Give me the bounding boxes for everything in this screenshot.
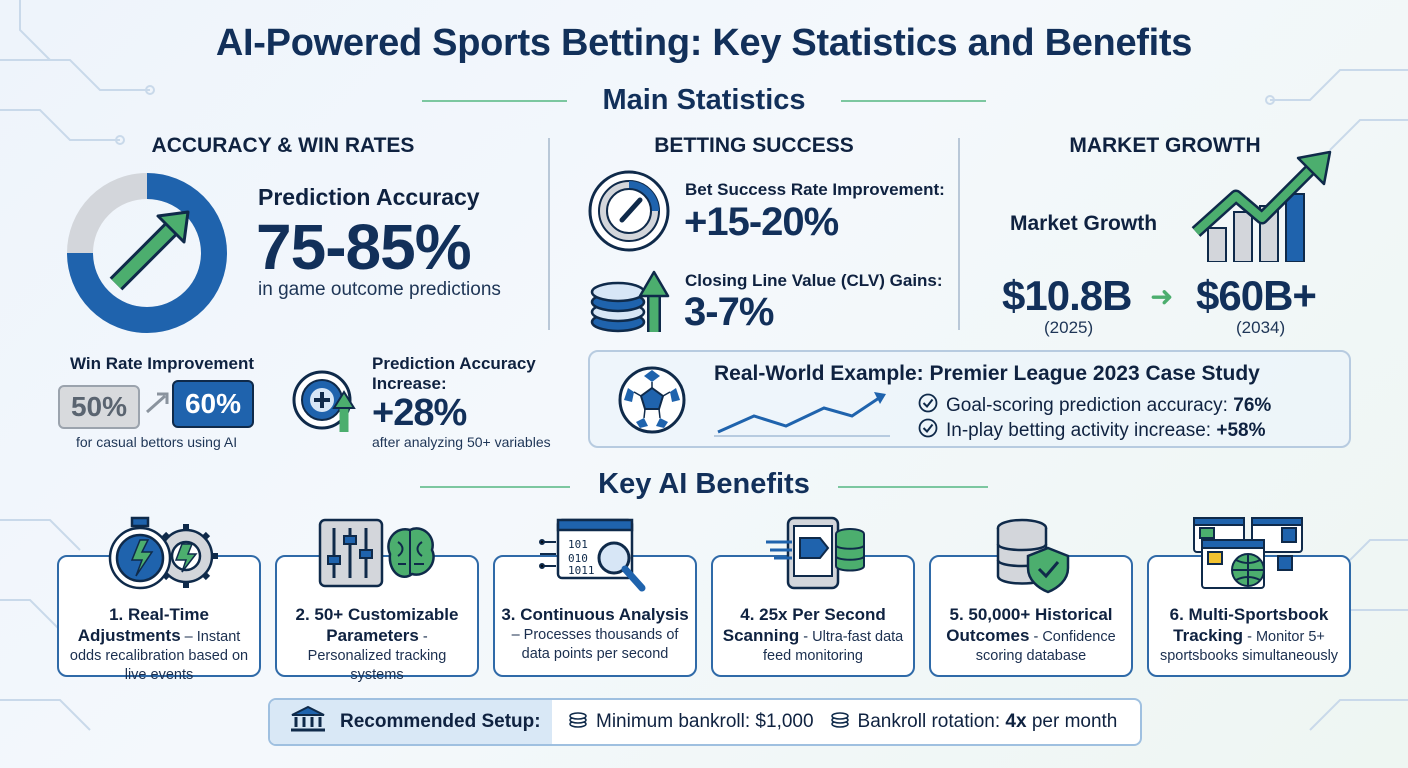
market-growth-heading: MARKET GROWTH [1069,134,1261,157]
benefit-title: 5. 50,000+ Historical Outcomes [946,605,1113,645]
main-statistics-heading: Main Statistics [602,84,806,116]
section-divider [838,486,988,488]
win-rate-from-badge: 50% [58,385,140,429]
section-divider [420,486,570,488]
rotation-value: 4x [1005,711,1027,732]
accuracy-target-icon [292,370,356,432]
market-from-value: $10.8B [1002,272,1132,319]
accuracy-increase-sub: after analyzing 50+ variables [372,434,551,450]
case-study-box [588,350,1351,448]
svg-text:1011: 1011 [568,564,595,577]
accuracy-heading: ACCURACY & WIN RATES [151,134,415,157]
accuracy-increase-label-line2: Increase: [372,374,447,393]
benefit-desc: – Processes thousands of data points per… [511,627,679,662]
win-rate-label: Win Rate Improvement [70,354,255,373]
bet-success-value: +15-20% [684,200,839,244]
benefit-desc: - Confidence scoring database [975,629,1116,664]
prediction-accuracy-value: 75-85% [256,211,472,283]
inplay-increase-text: In-play betting activity increase: [946,420,1217,441]
setup-label-cell: Recommended Setup: [270,700,552,744]
bank-building-icon [288,705,328,739]
benefit-title: 2. 50+ Customizable Parameters [295,605,459,645]
benefit-title: 1. Real-Time Adjustments [77,605,209,645]
min-bankroll-text: Minimum bankroll: $1,000 [596,711,814,732]
market-growth-label: Market Growth [1010,212,1158,235]
rotation-suffix: per month [1026,711,1118,732]
benefit-desc: - Personalized tracking systems [307,629,447,683]
trend-up-arrow-icon [109,210,190,291]
goal-accuracy-text: Goal-scoring prediction accuracy: [946,395,1234,416]
case-study-item-goal-accuracy: Goal-scoring prediction accuracy: 76% [918,393,1271,419]
market-to-year: (2034) [1236,318,1286,337]
check-circle-icon [918,418,938,444]
market-from-year: (2025) [1044,318,1094,337]
soccer-ball-icon [618,366,686,434]
stopwatch-gear-icon [108,516,218,590]
rotation-prefix: Bankroll rotation: [857,711,1006,732]
section-divider [422,100,567,102]
coin-stack-icon [830,710,850,734]
win-rate-to-badge: 60% [172,380,254,428]
case-study-item-inplay-increase: In-play betting activity increase: +58% [918,418,1265,444]
column-divider [548,138,550,330]
prediction-accuracy-label: Prediction Accuracy [258,184,480,210]
win-rate-sub: for casual bettors using AI [76,434,238,450]
accuracy-increase-label: Prediction Accuracy Increase: [372,354,536,394]
database-shield-icon [996,518,1070,594]
prediction-accuracy-sub: in game outcome predictions [258,279,501,300]
benefit-title: 4. 25x Per Second Scanning [722,605,886,645]
recommended-setup-bar: Recommended Setup: Minimum bankroll: $1,… [268,698,1142,746]
case-study-trend-line [714,392,890,437]
gauge-icon [588,170,670,252]
benefit-desc: - Ultra-fast data feed monitoring [763,629,904,664]
multi-sportsbook-icon [1193,517,1303,589]
benefit-desc: – Instant odds recalibration based on li… [69,629,249,683]
benefit-title: 6. Multi-Sportsbook Tracking [1169,605,1329,645]
svg-text:101: 101 [568,538,588,551]
inplay-increase-value: +58% [1216,420,1266,441]
clv-label: Closing Line Value (CLV) Gains: [685,271,943,290]
coin-stack-icon [568,710,588,734]
setup-bankroll-rotation: Bankroll rotation: 4x per month [830,710,1118,734]
benefit-desc: - Monitor 5+ sportsbooks simultaneously [1159,629,1339,664]
scanner-database-icon [766,516,865,590]
case-study-title: Real-World Example: Premier League 2023 … [714,362,1260,385]
clv-value: 3-7% [684,290,774,334]
benefit-title: 3. Continuous Analysis [501,605,689,624]
bar-growth-icon [1191,150,1332,262]
increase-arrow-icon [146,392,169,414]
sliders-brain-icon [318,518,435,588]
setup-min-bankroll: Minimum bankroll: $1,000 [568,710,814,734]
accuracy-increase-label-line1: Prediction Accuracy [372,354,536,373]
market-arrow-icon: ➜ [1150,281,1174,312]
accuracy-donut-chart [67,173,227,333]
section-divider [841,100,986,102]
betting-success-heading: BETTING SUCCESS [654,134,854,157]
bet-success-label: Bet Success Rate Improvement: [685,180,945,199]
setup-label: Recommended Setup: [340,711,541,732]
market-to-value: $60B+ [1196,272,1317,319]
column-divider [958,138,960,330]
data-magnifier-icon: 101 010 1011 [539,518,646,592]
check-circle-icon [918,393,938,419]
svg-text:010: 010 [568,552,588,565]
chip-stack-icon [590,270,670,333]
goal-accuracy-value: 76% [1233,395,1272,416]
key-benefits-heading: Key AI Benefits [598,468,810,500]
accuracy-increase-value: +28% [372,392,467,434]
page-title: AI-Powered Sports Betting: Key Statistic… [215,22,1193,64]
